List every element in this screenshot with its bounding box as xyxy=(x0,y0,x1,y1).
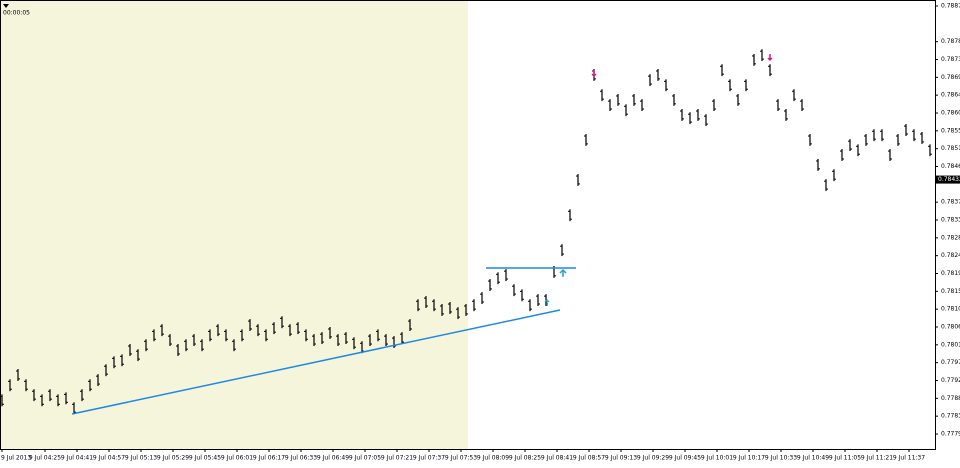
x-tick-label: 9 Jul 10:33 xyxy=(765,455,797,462)
x-tick-label: 9 Jul 11:05 xyxy=(829,455,861,462)
x-tick-label: 9 Jul 10:01 xyxy=(701,455,733,462)
y-tick-label: 0.78330 xyxy=(941,217,960,224)
x-tick-label: 9 Jul 05:45 xyxy=(189,455,221,462)
session-shade xyxy=(0,0,468,449)
timer: 00:00:05 xyxy=(3,10,30,17)
plot-frame xyxy=(0,0,936,450)
sell-arrow xyxy=(767,54,773,62)
x-tick-label: 9 Jul 08:09 xyxy=(477,455,509,462)
y-tick-label: 0.77790 xyxy=(941,431,960,438)
y-tick-label: 0.78240 xyxy=(941,252,960,259)
menu-icon xyxy=(3,4,9,8)
trend-line xyxy=(71,309,561,415)
x-tick-label: 9 Jul 06:33 xyxy=(285,455,317,462)
x-tick-label: 9 Jul 09:13 xyxy=(605,455,637,462)
x-tick-label: 9 Jul 06:17 xyxy=(253,455,285,462)
y-tick-label: 0.77880 xyxy=(941,395,960,402)
x-tick-label: 9 Jul 09:29 xyxy=(637,455,669,462)
y-tick-label: 0.78195 xyxy=(941,270,960,277)
y-tick-label: 0.78285 xyxy=(941,234,960,241)
y-tick-label: 0.78780 xyxy=(941,38,960,45)
y-tick-label: 0.77970 xyxy=(941,359,960,366)
x-tick-label: 9 Jul 04:57 xyxy=(93,455,125,462)
y-tick-label: 0.78105 xyxy=(941,306,960,313)
y-tick-label: 0.78060 xyxy=(941,324,960,331)
y-tick-label: 0.77835 xyxy=(941,413,960,420)
x-tick-label: 9 Jul 11:21 xyxy=(861,455,893,462)
x-tick-label: 9 Jul 10:17 xyxy=(733,455,765,462)
x-tick-label: 9 Jul 05:13 xyxy=(125,455,157,462)
buy-arrow xyxy=(544,299,550,306)
y-tick-label: 0.78735 xyxy=(941,56,960,63)
x-tick-label: 9 Jul 08:41 xyxy=(541,455,573,462)
y-tick-label: 0.77925 xyxy=(941,377,960,384)
x-tick-label: 9 Jul 06:01 xyxy=(221,455,253,462)
x-tick-label: 9 Jul 09:45 xyxy=(669,455,701,462)
y-tick-label: 0.78150 xyxy=(941,288,960,295)
y-tick-label: 0.78555 xyxy=(941,127,960,134)
x-tick-label: 9 Jul 04:41 xyxy=(61,455,93,462)
y-tick-label: 0.78510 xyxy=(941,145,960,152)
x-tick-label: 9 Jul 04:25 xyxy=(29,455,61,462)
current-price-box xyxy=(936,175,960,184)
y-tick-label: 0.78600 xyxy=(941,110,960,117)
x-tick-label: 9 Jul 11:37 xyxy=(893,455,925,462)
y-tick-label: 0.78465 xyxy=(941,163,960,170)
x-tick-label: 9 Jul 08:25 xyxy=(509,455,541,462)
x-tick-label: 9 Jul 06:49 xyxy=(317,455,349,462)
x-tick-label: 9 Jul 2013 xyxy=(1,455,31,462)
y-tick-label: 0.78690 xyxy=(941,74,960,81)
x-tick-label: 9 Jul 07:21 xyxy=(381,455,413,462)
y-tick-label: 0.78870 xyxy=(941,3,960,10)
sell-arrow xyxy=(591,70,597,78)
current-price-label: 0.78432 xyxy=(938,176,960,183)
x-tick-label: 9 Jul 08:57 xyxy=(573,455,605,462)
x-tick-label: 9 Jul 07:53 xyxy=(445,455,477,462)
buy-arrow xyxy=(559,268,567,277)
x-tick-label: 9 Jul 07:05 xyxy=(349,455,381,462)
y-tick-label: 0.78015 xyxy=(941,341,960,348)
x-tick-label: 9 Jul 10:49 xyxy=(797,455,829,462)
y-tick-label: 0.78645 xyxy=(941,92,960,99)
x-tick-label: 9 Jul 07:37 xyxy=(413,455,445,462)
y-tick-label: 0.78375 xyxy=(941,199,960,206)
x-tick-label: 9 Jul 05:29 xyxy=(157,455,189,462)
